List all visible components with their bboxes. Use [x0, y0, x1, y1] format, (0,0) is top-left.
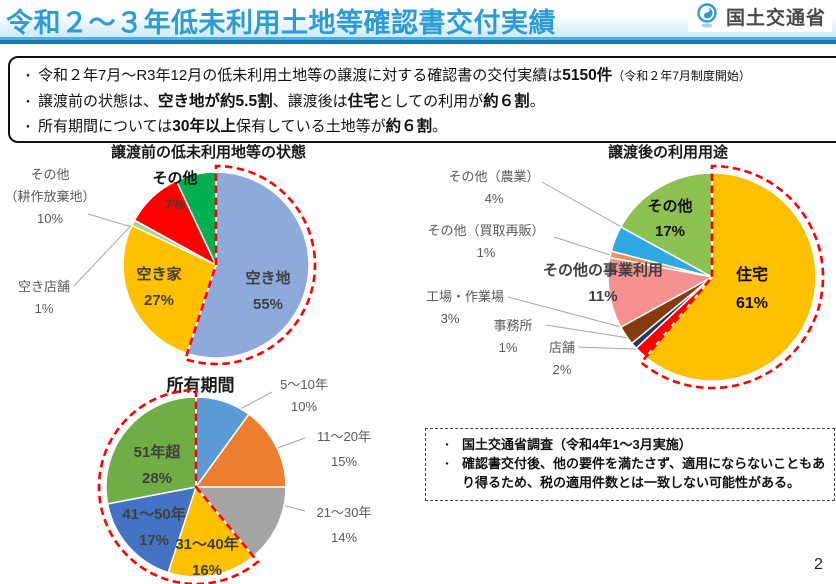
agency-logo: 国土交通省 [687, 0, 832, 32]
mlit-swirl-icon [697, 3, 717, 28]
pie3-label-41-50: 41～50年 17% [122, 506, 186, 549]
pie2-label-other-agri: その他（農業） 4% [448, 169, 540, 206]
pie2-label-other: その他 17% [647, 198, 693, 240]
header-rule [0, 37, 836, 44]
bullet-dot: ● [445, 441, 449, 448]
note-item-1: ● 国土交通省調査（令和4年1～3月実施） [432, 435, 828, 454]
pie3-label-31-40: 31～40年 16% [175, 536, 239, 579]
pie2-label-factory: 工場・作業場 [425, 289, 504, 304]
pie-slice-5 [105, 396, 197, 505]
pie2-label-housing: 住宅 61% [735, 267, 769, 312]
pie-chart-ownership-period [97, 388, 287, 584]
pie2-label-office-pct: 1% [498, 340, 518, 355]
pie3-label-21-30: 21～30年 14% [316, 505, 372, 545]
pie-slice-4 [106, 486, 198, 574]
pie1-label-vacant-shop: 空き店舗 1% [17, 279, 70, 316]
pie3-label-51over: 51年超 28% [133, 444, 181, 487]
pie3-label-5-10: 5～10年 10% [280, 377, 328, 414]
pie1-label-other: その他 7% [152, 170, 198, 212]
highlight-dashed-outline [97, 388, 260, 584]
summary-bullet-3: ● 所有期間については30年以上保有している土地等が約６割。 [18, 114, 834, 139]
summary-text-1: 令和２年7月～R3年12月の低未利用土地等の譲渡に対する確認書の交付実績は515… [38, 67, 751, 84]
pie2-label-factory-pct: 3% [440, 311, 460, 326]
pie-slice-2 [194, 486, 287, 558]
pie2-label-office: 事務所 [493, 318, 533, 333]
pie-slice-3 [167, 485, 255, 578]
summary-text-3: 所有期間については30年以上保有している土地等が約６割。 [38, 118, 448, 135]
summary-bullet-1: ● 令和２年7月～R3年12月の低未利用土地等の譲渡に対する確認書の交付実績は5… [18, 63, 834, 89]
bullet-dot: ● [26, 71, 30, 79]
note-text-1: 国土交通省調査（令和4年1～3月実施） [462, 437, 692, 452]
highlight-dashed-outline [639, 164, 825, 390]
pie-slice-0 [186, 171, 310, 359]
summary-bullet-2: ● 譲渡前の状態は、空き地が約5.5割、譲渡後は住宅としての利用が約６割。 [18, 89, 834, 114]
pie2-label-other-business: その他の事業利用 11% [542, 262, 663, 305]
pie3-label-11-20: 11～20年 15% [317, 429, 371, 469]
pie-slice-0 [644, 172, 817, 382]
pie2-label-shop-pct: 2% [552, 362, 572, 377]
highlight-dashed-outline [183, 164, 317, 366]
page-title: 令和２～３年低未利用土地等確認書交付実績 [6, 8, 556, 38]
summary-text-2: 譲渡前の状態は、空き地が約5.5割、譲渡後は住宅としての利用が約６割。 [38, 93, 545, 110]
pie1-label-vacant-land: 空き地 55% [245, 270, 291, 313]
pie-slice-4 [175, 171, 217, 266]
chart2-title: 譲渡後の利用用途 [607, 144, 728, 161]
bullet-dot: ● [445, 460, 449, 467]
bullet-dot: ● [26, 97, 30, 105]
note-item-2: ● 確認書交付後、他の要件を満たさず、適用にならないこともあり得るため、税の適用… [432, 454, 828, 492]
summary-box: ● 令和２年7月～R3年12月の低未利用土地等の譲渡に対する確認書の交付実績は5… [8, 56, 836, 143]
note-text-2: 確認書交付後、他の要件を満たさず、適用にならないこともあり得るため、税の適用件数… [462, 456, 826, 490]
pie2-label-other-resale: その他（買取再販） 1% [427, 223, 545, 260]
bullet-dot: ● [26, 122, 30, 130]
agency-name: 国土交通省 [725, 7, 826, 29]
source-note-box: ● 国土交通省調査（令和4年1～3月実施） ● 確認書交付後、他の要件を満たさず… [425, 428, 835, 501]
pie2-label-shop: 店舗 [548, 340, 575, 355]
pie1-label-vacant-house: 空き家 27% [136, 266, 182, 309]
pie1-label-other-farmland: その他 （耕作放棄地） 10% [4, 167, 96, 226]
page-number: 2 [814, 556, 823, 573]
chart1-title: 譲渡前の低未利用地等の状態 [110, 144, 306, 161]
